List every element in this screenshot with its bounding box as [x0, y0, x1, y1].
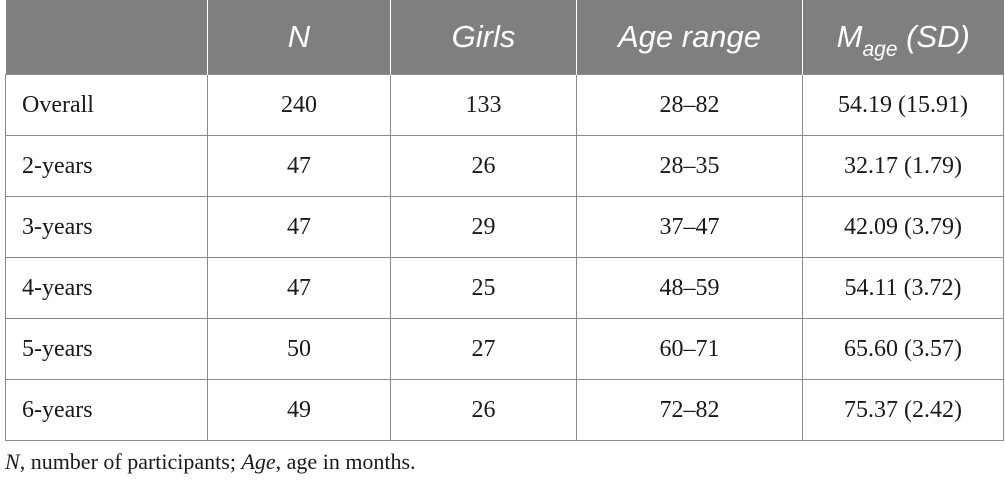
table-row: 2-years 47 26 28–35 32.17 (1.79): [5, 135, 1004, 197]
cell-mean-age: 32.17 (1.79): [802, 135, 1004, 197]
cell-girls: 29: [390, 196, 577, 258]
header-mean-age-symbol: M: [836, 19, 863, 54]
cell-mean-age: 65.60 (3.57): [802, 318, 1004, 380]
cell-mean-age: 75.37 (2.42): [802, 379, 1004, 441]
cell-age-range: 28–35: [576, 135, 803, 197]
cell-n: 49: [207, 379, 391, 441]
header-mean-age: Mage (SD): [802, 0, 1004, 75]
cell-age-range: 60–71: [576, 318, 803, 380]
cell-n: 240: [207, 74, 391, 136]
header-group: [5, 0, 208, 75]
cell-girls: 26: [390, 135, 577, 197]
cell-age-range: 72–82: [576, 379, 803, 441]
cell-girls: 26: [390, 379, 577, 441]
cell-n: 47: [207, 257, 391, 319]
header-girls: Girls: [390, 0, 577, 75]
table-body: Overall 240 133 28–82 54.19 (15.91) 2-ye…: [5, 74, 1004, 441]
cell-mean-age: 54.11 (3.72): [802, 257, 1004, 319]
cell-group: 3-years: [5, 196, 208, 258]
footnote-n-term: N: [5, 449, 20, 474]
cell-n: 47: [207, 196, 391, 258]
cell-age-range: 28–82: [576, 74, 803, 136]
demographics-table: N Girls Age range Mage (SD) Overall 240 …: [5, 0, 1004, 441]
demographics-table-container: N Girls Age range Mage (SD) Overall 240 …: [5, 0, 1004, 441]
footnote-age-term: Age: [241, 449, 276, 474]
cell-girls: 133: [390, 74, 577, 136]
header-mean-age-subscript: age: [862, 38, 898, 61]
cell-group: Overall: [5, 74, 208, 136]
table-row: 6-years 49 26 72–82 75.37 (2.42): [5, 379, 1004, 441]
cell-girls: 27: [390, 318, 577, 380]
footnote-age-definition: , age in months.: [275, 449, 416, 474]
cell-age-range: 37–47: [576, 196, 803, 258]
cell-n: 50: [207, 318, 391, 380]
header-n: N: [207, 0, 391, 75]
table-row: Overall 240 133 28–82 54.19 (15.91): [5, 74, 1004, 136]
footnote-n-definition: , number of participants;: [19, 449, 242, 474]
header-row: N Girls Age range Mage (SD): [5, 0, 1004, 75]
cell-group: 4-years: [5, 257, 208, 319]
table-row: 5-years 50 27 60–71 65.60 (3.57): [5, 318, 1004, 380]
table-footnote: N, number of participants; Age, age in m…: [5, 449, 416, 475]
header-age-range: Age range: [576, 0, 803, 75]
header-mean-age-sd: (SD): [906, 19, 970, 54]
table-header: N Girls Age range Mage (SD): [5, 0, 1004, 75]
cell-girls: 25: [390, 257, 577, 319]
cell-group: 5-years: [5, 318, 208, 380]
cell-n: 47: [207, 135, 391, 197]
cell-group: 2-years: [5, 135, 208, 197]
cell-age-range: 48–59: [576, 257, 803, 319]
cell-mean-age: 42.09 (3.79): [802, 196, 1004, 258]
cell-group: 6-years: [5, 379, 208, 441]
table-row: 4-years 47 25 48–59 54.11 (3.72): [5, 257, 1004, 319]
cell-mean-age: 54.19 (15.91): [802, 74, 1004, 136]
table-row: 3-years 47 29 37–47 42.09 (3.79): [5, 196, 1004, 258]
